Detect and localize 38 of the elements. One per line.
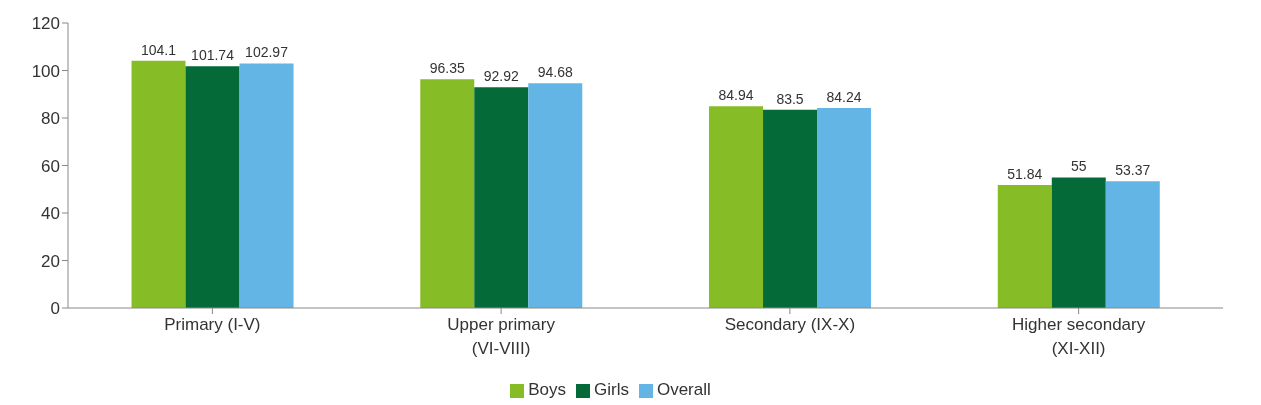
y-tick-label: 40	[41, 204, 60, 224]
legend-label: Boys	[528, 380, 566, 399]
bar	[997, 184, 1052, 308]
x-tick-label: Primary (I-V)	[164, 315, 261, 334]
x-tick-label: Upper primary (VI-VIII)	[447, 315, 556, 358]
y-tick-label: 120	[31, 14, 60, 34]
bar	[185, 66, 240, 308]
data-label: 55	[1070, 158, 1087, 175]
x-tick-label: Secondary (IX-X)	[724, 315, 856, 334]
data-label: 84.94	[718, 87, 754, 104]
y-tick-label: 80	[41, 109, 60, 129]
y-tick-label: 100	[31, 61, 60, 81]
bar	[709, 106, 764, 308]
data-label: 51.84	[1007, 165, 1043, 182]
legend-label: Overall	[656, 380, 711, 399]
bar	[420, 79, 475, 308]
data-label: 101.74	[191, 47, 235, 64]
data-label: 104.1	[141, 41, 177, 58]
bar	[763, 109, 818, 308]
legend-label: Girls	[593, 380, 629, 399]
bar	[474, 87, 529, 308]
bar	[131, 60, 186, 308]
y-tick-label: 0	[50, 299, 60, 319]
data-label: 102.97	[245, 44, 289, 61]
bar	[817, 107, 872, 308]
bar	[1105, 181, 1160, 308]
data-label: 92.92	[483, 68, 519, 85]
bar	[1051, 177, 1106, 308]
data-label: 94.68	[537, 64, 573, 81]
y-tick-label: 20	[41, 251, 60, 271]
bar	[528, 83, 583, 308]
data-label: 84.24	[826, 88, 862, 105]
y-tick-label: 60	[41, 156, 60, 176]
data-label: 96.35	[429, 60, 465, 77]
bar	[239, 63, 294, 308]
x-tick-label: Higher secondary (XI-XII)	[1012, 315, 1146, 358]
data-label: 53.37	[1115, 162, 1151, 179]
data-label: 83.5	[776, 90, 804, 107]
